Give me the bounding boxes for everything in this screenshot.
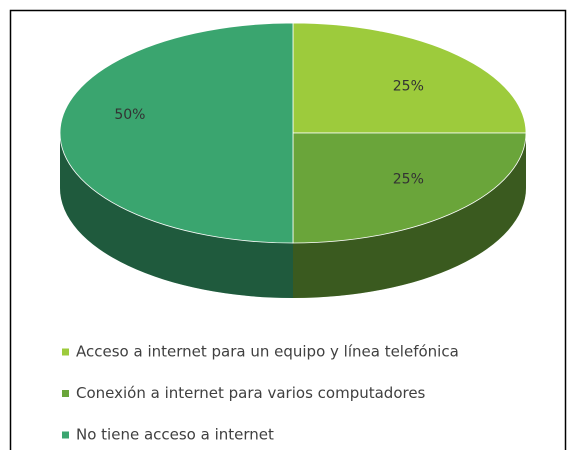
data-label: 25%: [393, 172, 424, 188]
legend-label: Conexión a internet para varios computad…: [76, 384, 426, 402]
slice-side: [60, 133, 293, 298]
slice: [292, 22, 527, 134]
slice-side-shade: [60, 133, 293, 298]
legend-label: Acceso a internet para un equipo y línea…: [76, 343, 459, 361]
legend: Acceso a internet para un equipo y línea…: [62, 343, 459, 444]
legend-swatch: [62, 390, 69, 397]
pie: 25% 25% 50%: [59, 22, 527, 298]
data-label: 25%: [393, 78, 424, 94]
legend-swatch: [62, 348, 69, 356]
legend-label: No tiene acceso a internet: [76, 426, 274, 444]
slice-side-shade: [293, 133, 526, 298]
legend-swatch: [62, 431, 69, 439]
slice: [292, 132, 527, 244]
slice: [59, 22, 294, 244]
slice-side: [293, 133, 526, 298]
data-label: 50%: [114, 107, 145, 123]
